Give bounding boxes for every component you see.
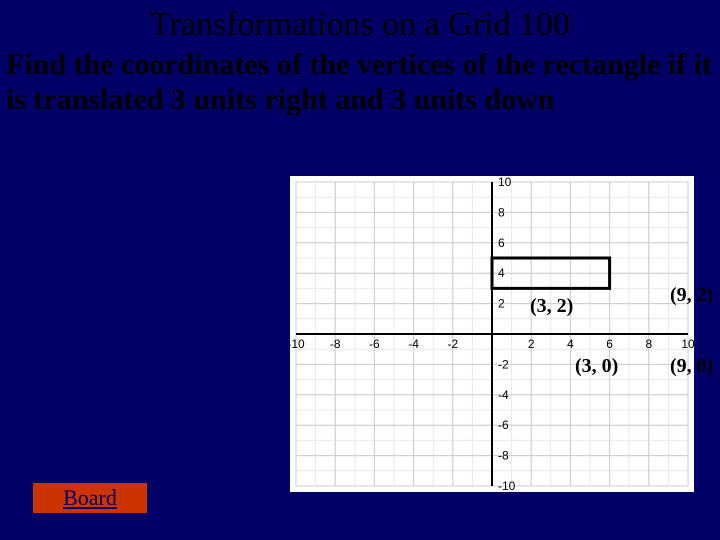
svg-text:-8: -8 [330,337,341,351]
board-button[interactable]: Board [30,480,150,516]
svg-text:6: 6 [498,236,505,250]
answer-coordinate-3: (9, 0) [670,355,713,378]
svg-text:4: 4 [498,266,505,280]
answer-coordinate-1: (9, 2) [670,284,713,307]
svg-text:-4: -4 [498,388,509,402]
answer-coordinate-2: (3, 0) [575,355,618,378]
board-link-label: Board [63,485,117,511]
svg-text:10: 10 [681,337,694,351]
svg-text:-10: -10 [498,479,516,492]
answer-coordinate-0: (3, 2) [530,295,573,318]
coordinate-grid: -10 -8 -6 -4 -2 2 4 6 8 10 -10 -8 -6 -4 -2 2 4 6 8 10 [290,176,694,492]
svg-text:-2: -2 [498,357,509,371]
question-text: Find the coordinates of the vertices of … [0,44,720,117]
svg-text:-4: -4 [408,337,419,351]
svg-text:-6: -6 [369,337,380,351]
svg-text:-2: -2 [447,337,458,351]
svg-text:4: 4 [567,337,574,351]
svg-text:2: 2 [498,297,505,311]
svg-text:-6: -6 [498,418,509,432]
grid-svg: -10 -8 -6 -4 -2 2 4 6 8 10 -10 -8 -6 -4 -2 2 4 6 8 10 [290,176,694,492]
svg-text:8: 8 [645,337,652,351]
svg-text:-10: -10 [290,337,305,351]
slide-title: Transformations on a Grid 100 [0,0,720,44]
svg-text:8: 8 [498,205,505,219]
svg-text:-8: -8 [498,449,509,463]
svg-text:2: 2 [528,337,535,351]
svg-text:10: 10 [498,176,512,189]
svg-text:6: 6 [606,337,613,351]
